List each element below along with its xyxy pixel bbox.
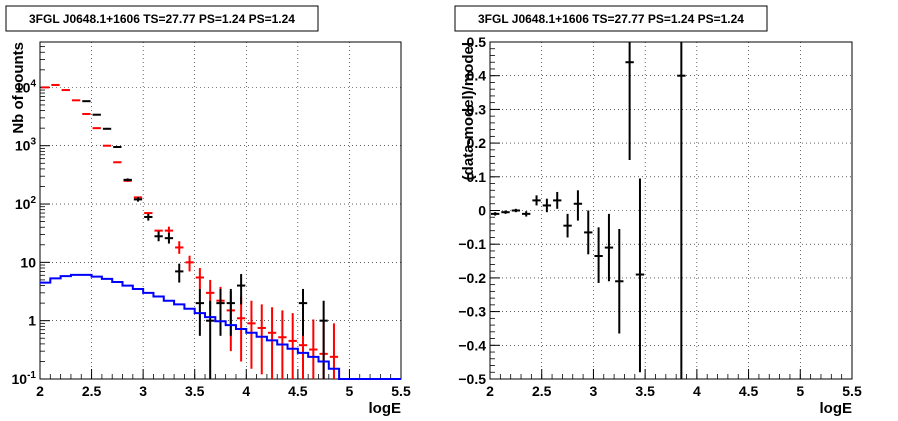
series-3 bbox=[82, 100, 328, 379]
x-tick-label: 3 bbox=[590, 383, 598, 399]
y-tick-label: −0.1 bbox=[458, 236, 486, 252]
y-axis-label: (data-model)/model bbox=[460, 42, 477, 180]
x-tick-label: 3 bbox=[139, 383, 147, 399]
x-tick-label: 4.5 bbox=[739, 383, 759, 399]
x-tick-label: 4.5 bbox=[288, 383, 308, 399]
y-tick-label: 0.3 bbox=[467, 101, 487, 117]
y-tick-label: −0.3 bbox=[458, 304, 486, 320]
model-step-line bbox=[40, 273, 401, 380]
plot-frame bbox=[39, 41, 402, 380]
chart-title: 3FGL J0648.1+1606 TS=27.77 PS=1.24 PS=1.… bbox=[478, 12, 744, 26]
y-tick-label: −0.5 bbox=[458, 371, 486, 387]
x-tick-label: 2.5 bbox=[82, 383, 102, 399]
title-box bbox=[454, 5, 768, 32]
y-tick-label: 10 bbox=[20, 254, 36, 270]
x-tick-label: 2 bbox=[486, 383, 494, 399]
y-tick-label: 10-1 bbox=[12, 370, 37, 387]
series-1 bbox=[491, 42, 686, 379]
x-axis: 2 2.5 3 3.5 4 4.5 5 5.5 bbox=[486, 369, 862, 399]
series-1 bbox=[41, 83, 163, 232]
x-tick-label: 5 bbox=[796, 383, 804, 399]
y-tick-label: 0.4 bbox=[467, 68, 487, 84]
x-axis: 2 2.5 3 3.5 4 4.5 5 5.5 bbox=[36, 369, 411, 399]
chart-title: 3FGL J0648.1+1606 TS=27.77 PS=1.24 PS=1.… bbox=[29, 12, 295, 26]
title-box bbox=[5, 5, 319, 32]
x-tick-label: 3.5 bbox=[635, 383, 655, 399]
y-axis-label: Nb of counts bbox=[10, 42, 27, 134]
x-axis-label: logE bbox=[820, 400, 853, 417]
x-tick-label: 3.5 bbox=[185, 383, 205, 399]
y-tick-label: 0 bbox=[478, 203, 486, 219]
grid-lines bbox=[40, 42, 401, 379]
x-tick-label: 5 bbox=[346, 383, 354, 399]
y-tick-label: 103 bbox=[15, 137, 37, 154]
y-tick-label: 0.5 bbox=[467, 34, 487, 50]
x-tick-label: 2 bbox=[36, 383, 44, 399]
x-tick-label: 4 bbox=[693, 383, 701, 399]
y-tick-label: −0.4 bbox=[458, 337, 486, 353]
y-axis: 10-1 1 10 102 103 104 bbox=[12, 41, 50, 387]
series-4 bbox=[40, 273, 401, 380]
x-tick-label: 5.5 bbox=[391, 383, 411, 399]
chart-panel-2: 2 2.5 3 3.5 4 4.5 5 5.5 −0.5 −0.4 −0.3 −0.2 −0.1 0 0.1… bbox=[454, 5, 862, 417]
grid-lines bbox=[490, 42, 852, 379]
y-tick-label: 102 bbox=[15, 195, 37, 212]
chart-panel-1: 2 2.5 3 3.5 4 4.5 5 5.5 10-1 1 10 102 103 104 3FGL J06… bbox=[5, 5, 411, 417]
x-tick-label: 4 bbox=[242, 383, 250, 399]
x-axis-label: logE bbox=[369, 400, 402, 417]
y-tick-label: 0.1 bbox=[467, 169, 487, 185]
y-tick-label: 1 bbox=[28, 313, 36, 329]
y-tick-label: 0.2 bbox=[467, 135, 487, 151]
y-axis: −0.5 −0.4 −0.3 −0.2 −0.1 0 0.1 0.2 0.3 0.4 0.5 bbox=[458, 34, 500, 387]
y-tick-label: 104 bbox=[15, 78, 37, 95]
y-tick-label: −0.2 bbox=[458, 270, 486, 286]
x-tick-label: 5.5 bbox=[842, 383, 862, 399]
x-tick-label: 2.5 bbox=[532, 383, 552, 399]
